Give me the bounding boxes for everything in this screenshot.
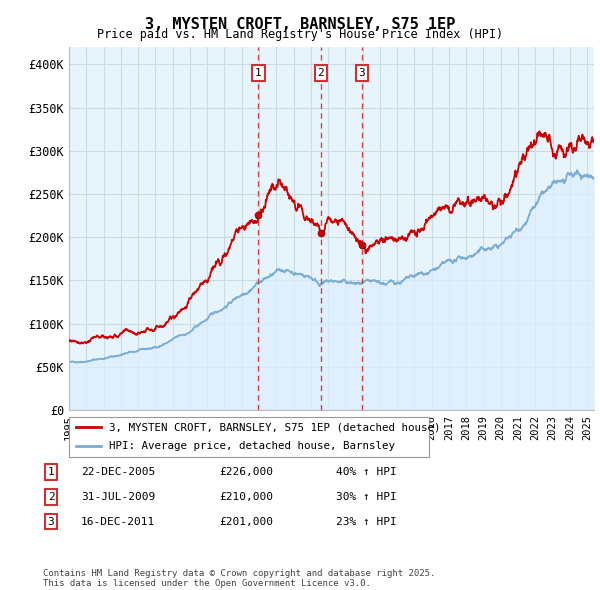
Text: Contains HM Land Registry data © Crown copyright and database right 2025.
This d: Contains HM Land Registry data © Crown c… [43, 569, 436, 588]
Text: 40% ↑ HPI: 40% ↑ HPI [336, 467, 397, 477]
Text: £201,000: £201,000 [219, 517, 273, 526]
Text: 30% ↑ HPI: 30% ↑ HPI [336, 492, 397, 502]
Text: 3: 3 [359, 68, 365, 78]
Text: 16-DEC-2011: 16-DEC-2011 [81, 517, 155, 526]
Text: 1: 1 [47, 467, 55, 477]
Text: 31-JUL-2009: 31-JUL-2009 [81, 492, 155, 502]
Text: 23% ↑ HPI: 23% ↑ HPI [336, 517, 397, 526]
Text: 1: 1 [255, 68, 262, 78]
Text: 22-DEC-2005: 22-DEC-2005 [81, 467, 155, 477]
Text: 3, MYSTEN CROFT, BARNSLEY, S75 1EP: 3, MYSTEN CROFT, BARNSLEY, S75 1EP [145, 17, 455, 31]
Text: 2: 2 [317, 68, 324, 78]
Text: 3: 3 [47, 517, 55, 526]
Text: £210,000: £210,000 [219, 492, 273, 502]
Text: HPI: Average price, detached house, Barnsley: HPI: Average price, detached house, Barn… [109, 441, 395, 451]
Text: Price paid vs. HM Land Registry's House Price Index (HPI): Price paid vs. HM Land Registry's House … [97, 28, 503, 41]
Text: 3, MYSTEN CROFT, BARNSLEY, S75 1EP (detached house): 3, MYSTEN CROFT, BARNSLEY, S75 1EP (deta… [109, 422, 440, 432]
Text: 2: 2 [47, 492, 55, 502]
Text: £226,000: £226,000 [219, 467, 273, 477]
